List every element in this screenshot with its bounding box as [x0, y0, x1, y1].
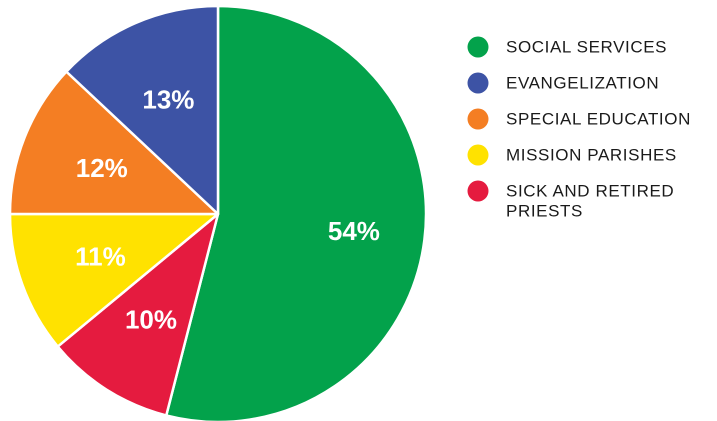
pie-slice-label: 13%	[142, 84, 194, 114]
pie-slice-mission-parishes	[8, 212, 220, 348]
legend-label: MISSION PARISHES	[506, 146, 677, 165]
legend: SOCIAL SERVICES EVANGELIZATION SPECIAL EDU…	[467, 36, 691, 221]
pie-slice-label: 54%	[328, 216, 380, 246]
pie-slice-social-services	[165, 4, 428, 421]
legend-label: SOCIAL SERVICES	[506, 38, 667, 57]
legend-swatch	[467, 72, 489, 94]
pie-slice-labels: 54% 10% 11% 12% 13%	[75, 84, 380, 334]
pie-slice-label: 10%	[125, 305, 177, 335]
legend-swatch	[467, 180, 489, 202]
pie-slice-evangelization	[65, 4, 220, 216]
legend-label: SICK AND RETIRED PRIESTS	[506, 182, 674, 221]
pie-slice-sick-and-retired-priests	[56, 212, 220, 417]
legend-swatch	[467, 144, 489, 166]
legend-label: EVANGELIZATION	[506, 74, 659, 93]
pie-slice-label: 11%	[75, 241, 126, 271]
legend-swatch	[467, 36, 489, 58]
pie-slice-special-education	[8, 70, 220, 216]
pie-slices	[8, 4, 428, 421]
legend-label: SPECIAL EDUCATION	[506, 110, 691, 129]
pie-slice-label: 12%	[76, 153, 128, 183]
legend-swatch	[467, 108, 489, 130]
